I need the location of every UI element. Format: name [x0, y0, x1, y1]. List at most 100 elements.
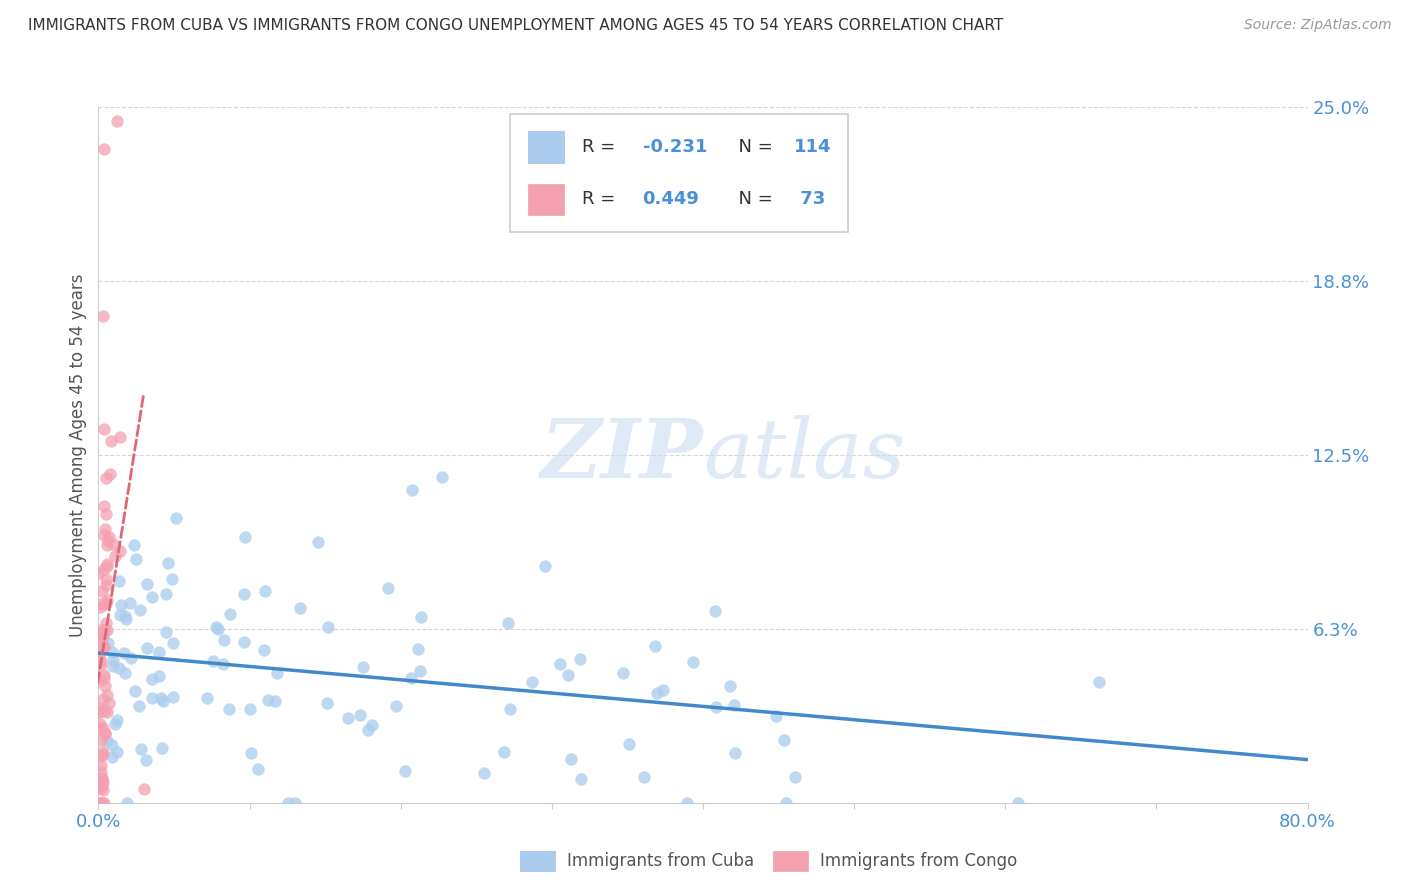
Point [233, 530, 256, 544]
Point [93, 796, 115, 810]
Point [91, 721, 114, 735]
Point [96, 592, 118, 607]
Text: R =: R = [582, 138, 621, 156]
Point [129, 603, 152, 617]
Point [94, 578, 117, 592]
Text: Immigrants from Cuba: Immigrants from Cuba [567, 852, 754, 870]
Point [108, 661, 131, 675]
Point [703, 604, 725, 618]
Point [90, 749, 112, 764]
Point [773, 732, 796, 747]
Text: N =: N = [727, 190, 779, 208]
Point [101, 644, 124, 658]
Point [93, 421, 115, 435]
Point [141, 591, 163, 605]
Bar [527, 184, 564, 215]
Point [165, 511, 187, 525]
Point [644, 639, 666, 653]
Point [633, 770, 655, 784]
Point [122, 538, 145, 552]
Point [155, 624, 177, 639]
Point [336, 711, 359, 725]
Point [207, 622, 229, 636]
Point [204, 620, 226, 634]
Point [277, 796, 299, 810]
Point [357, 723, 380, 737]
Point [264, 694, 287, 708]
Point [93, 528, 115, 542]
Point [91, 692, 114, 706]
Point [406, 641, 429, 656]
Point [94, 616, 117, 631]
Point [91, 772, 114, 786]
Point [89, 705, 111, 719]
Point [110, 599, 132, 613]
Point [93, 624, 115, 639]
Point [617, 737, 640, 751]
Point [93, 726, 115, 740]
Point [103, 658, 125, 673]
Point [246, 762, 269, 776]
Point [162, 636, 184, 650]
Point [349, 708, 371, 723]
Text: ZIP: ZIP [540, 415, 703, 495]
Point [202, 654, 225, 668]
Text: Source: ZipAtlas.com: Source: ZipAtlas.com [1244, 18, 1392, 32]
Point [96, 559, 118, 574]
Point [775, 796, 797, 810]
Point [212, 633, 235, 648]
Point [90, 745, 112, 759]
Point [89, 705, 111, 719]
Point [89, 648, 111, 663]
Point [89, 796, 111, 810]
Point [124, 684, 146, 698]
Text: atlas: atlas [703, 415, 905, 495]
Point [97, 635, 120, 649]
Point [430, 470, 453, 484]
Point [101, 653, 124, 667]
Point [89, 566, 111, 580]
Point [93, 562, 115, 576]
Point [499, 702, 522, 716]
Point [352, 659, 374, 673]
Point [93, 523, 115, 537]
Point [93, 597, 115, 611]
Point [89, 597, 111, 611]
Point [520, 675, 543, 690]
Text: 73: 73 [793, 190, 825, 208]
Point [96, 558, 118, 572]
Point [91, 775, 114, 789]
Point [394, 764, 416, 779]
Point [128, 698, 150, 713]
Point [89, 673, 111, 687]
Point [90, 654, 112, 668]
Point [93, 499, 115, 513]
Point [125, 552, 148, 566]
Point [569, 652, 592, 666]
Point [472, 766, 495, 780]
Point [91, 783, 114, 797]
Point [239, 747, 262, 761]
Point [645, 686, 668, 700]
Point [91, 309, 114, 323]
Text: 114: 114 [793, 138, 831, 156]
Point [108, 608, 131, 623]
Point [120, 596, 142, 610]
Point [91, 747, 114, 762]
Point [162, 690, 184, 705]
Point [90, 733, 112, 747]
Point [148, 669, 170, 683]
Point [494, 745, 516, 759]
Point [141, 672, 163, 686]
Point [152, 694, 174, 708]
Point [288, 600, 311, 615]
Point [96, 537, 118, 551]
Text: Immigrants from Congo: Immigrants from Congo [820, 852, 1017, 870]
Point [361, 717, 384, 731]
Point [93, 142, 115, 156]
Point [557, 667, 579, 681]
Point [284, 796, 307, 810]
Point [96, 734, 118, 748]
Point [256, 693, 278, 707]
Text: N =: N = [727, 138, 779, 156]
